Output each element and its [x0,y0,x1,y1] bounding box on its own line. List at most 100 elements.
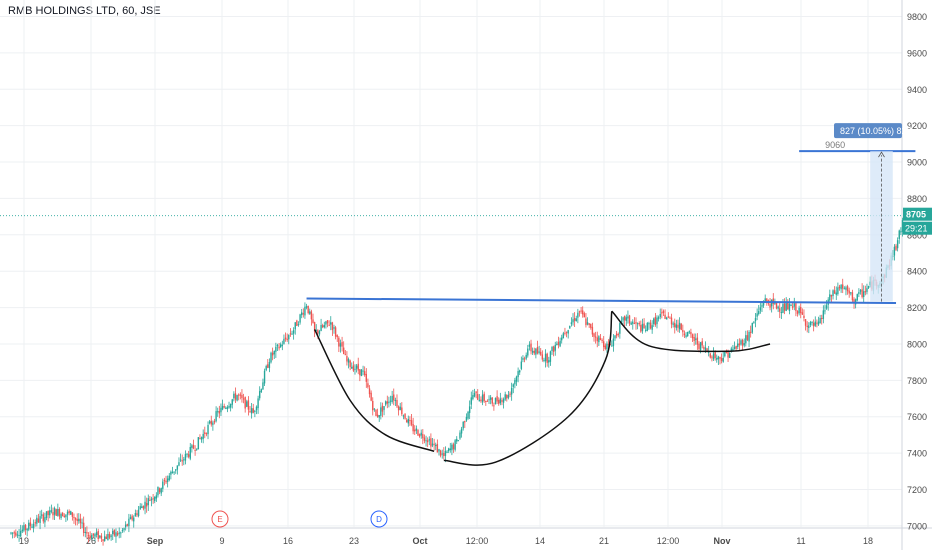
candle-body [675,324,678,328]
candle-body [737,343,739,348]
candle-body [833,290,836,294]
candle-body [800,307,802,314]
candle-body [517,371,519,378]
candle-body [66,511,69,515]
candle-body [711,356,713,358]
candle-body [323,325,326,328]
candle-body [556,343,558,346]
candle-body [71,512,74,517]
candle-body [506,394,508,399]
candle-body [709,353,711,358]
candle-body [762,302,765,306]
candle-body [28,522,30,530]
candle-body [333,327,335,329]
candle-body [267,364,269,368]
candle-body [37,518,40,523]
candle-body [661,312,663,314]
y-tick-label: 9600 [907,48,927,58]
candle-body [131,515,133,520]
candle-body [693,337,695,341]
candle-body [108,533,111,538]
candle-body [741,339,744,346]
candle-body [456,438,458,442]
candle-body [372,400,374,411]
candle-body [848,290,850,294]
candle-body [738,343,741,346]
candle-body [791,306,794,308]
candle-body [478,399,481,402]
candle-body [635,322,637,324]
candle-body [420,432,422,436]
candle-body [249,411,251,413]
candle-body [824,310,826,312]
candle-body [354,368,356,370]
candle-body [746,335,749,340]
candle-body [187,454,190,457]
countdown-label: 29:21 [905,224,928,234]
candle-body [321,325,324,328]
candle-body [674,322,676,328]
candle-body [150,498,153,501]
candle-body [221,405,224,410]
candle-body [165,480,167,483]
candle-body [302,313,305,315]
candle-body [92,533,95,536]
candle-body [720,358,723,361]
candle-body [714,351,716,358]
candle-body [95,532,98,536]
candle-body [58,509,61,517]
candle-body [680,323,682,330]
candle-body [483,393,485,401]
candle-body [225,407,227,409]
candle-body [31,526,33,528]
candle-body [158,488,161,493]
candle-body [359,369,361,376]
candle-body [91,535,93,540]
y-tick-label: 7000 [907,521,927,531]
candle-body [446,451,448,453]
candle-body [745,335,747,344]
candle-body [189,446,191,459]
candle-body [591,326,594,335]
candle-body [472,395,474,400]
candle-body [467,411,469,419]
candle-body [504,394,506,400]
candle-body [10,532,12,534]
cup-right-curve [443,311,613,466]
candle-body [790,304,792,306]
candle-body [782,304,784,313]
candle-body [116,533,119,536]
candle-body [819,318,821,324]
candle-body [226,407,229,410]
candle-body [393,394,395,401]
candle-body [690,331,692,335]
candle-body [63,515,65,518]
candle-body [788,303,791,311]
candle-body [126,524,128,526]
candle-body [561,337,563,341]
symbol-title: RMB HOLDINGS LTD, 60, JSE [8,5,161,17]
candle-body [649,322,652,329]
candle-body [115,532,117,537]
candle-body [142,505,145,509]
candle-body [686,332,689,337]
candle-body [617,334,619,336]
candle-body [355,365,358,369]
candle-body [171,471,174,474]
candle-body [325,321,327,325]
candle-body [530,343,532,352]
candle-body [528,344,531,347]
candle-body [147,498,149,506]
candle-body [798,307,800,314]
candle-body [549,351,552,362]
candle-body [137,509,140,517]
candle-body [215,411,217,422]
candle-body [743,343,745,346]
candle-body [103,536,106,542]
candle-body [441,453,443,455]
candle-body [527,348,529,356]
candle-body [81,522,83,524]
candle-body [68,511,70,514]
candle-body [858,291,860,295]
